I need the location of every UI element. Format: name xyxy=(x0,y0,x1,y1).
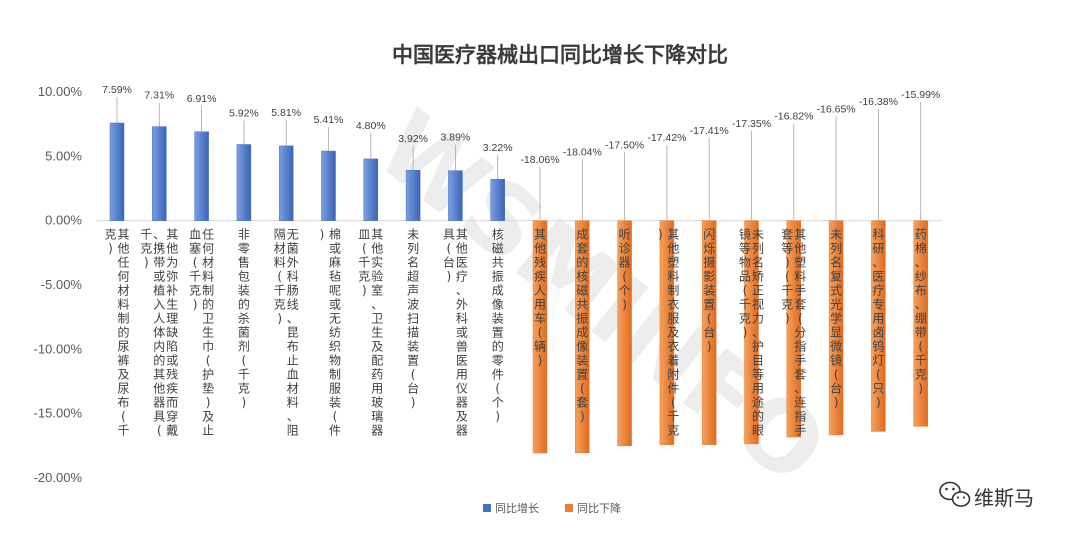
wechat-watermark: 维斯马 xyxy=(939,481,1034,510)
data-label: 3.89% xyxy=(441,132,471,144)
category-label: 其他医疗、外科或兽医用仪器及器具(台) xyxy=(443,228,468,438)
data-label: -17.42% xyxy=(647,132,686,144)
watermark-text: 维斯马 xyxy=(974,486,1034,510)
y-tick-label: -15.00% xyxy=(34,406,83,421)
category-label: 未列名复式光学显微镜(台) xyxy=(830,228,842,410)
legend: 同比增长 同比下降 xyxy=(483,501,621,515)
svg-text:未列名矫正视力、护目等用途的眼镜等物品(千克): 未列名矫正视力、护目等用途的眼镜等物品(千克) xyxy=(739,227,764,438)
category-label: 其他实验室、卫生及配药用玻璃器皿(千克) xyxy=(358,228,383,438)
svg-text:药棉、纱布、绷带(千克): 药棉、纱布、绷带(千克) xyxy=(915,228,927,396)
data-label: -16.38% xyxy=(859,96,898,108)
bar-increase-9 xyxy=(490,178,505,221)
bar-increase-1 xyxy=(152,126,167,221)
category-label: 未列名矫正视力、护目等用途的眼镜等物品(千克) xyxy=(739,227,764,438)
bar-increase-8 xyxy=(448,170,463,221)
category-label: 其他为弥补生理缺陷或残疾而穿戴、携带或植入人体内的其他器具(千克) xyxy=(140,228,178,438)
svg-text:无菌外科肠线、昆布止血材料、阻隔材料(千克): 无菌外科肠线、昆布止血材料、阻隔材料(千克) xyxy=(274,228,299,438)
svg-text:其他塑料制衣服及衣着附件(千克): 其他塑料制衣服及衣着附件(千克) xyxy=(658,228,679,438)
category-label: 核磁共振成像装置的零件(个) xyxy=(492,228,504,424)
category-label: 闪烁摄影装置(台) xyxy=(703,228,715,354)
bar-increase-5 xyxy=(321,150,336,221)
bar-increase-2 xyxy=(194,131,209,221)
category-label: 其他塑料手套(分指手套、连指手套等) (千克) xyxy=(781,228,806,438)
svg-text:未列名超声波扫描装置(台): 未列名超声波扫描装置(台) xyxy=(407,228,419,410)
svg-text:核磁共振成像装置的零件(个): 核磁共振成像装置的零件(个) xyxy=(492,228,504,424)
svg-text:听诊器(个): 听诊器(个) xyxy=(619,228,631,312)
category-label: 未列名超声波扫描装置(台) xyxy=(407,228,419,410)
chart-title: 中国医疗器械出口同比增长下降对比 xyxy=(392,43,728,67)
data-label: 5.92% xyxy=(229,107,259,119)
category-label: 其他任何材料制的尿裤及尿布(千克) xyxy=(104,228,129,438)
bar-increase-4 xyxy=(278,145,294,221)
category-label: 成套的核磁共振成像装置(套) xyxy=(576,228,588,424)
y-tick-label: -5.00% xyxy=(41,277,83,292)
category-labels: 其他任何材料制的尿裤及尿布(千克) 其他为弥补生理缺陷或残疾而穿戴、携带或植入人体… xyxy=(104,227,926,438)
bars xyxy=(109,122,928,454)
y-tick-label: 5.00% xyxy=(45,148,82,163)
data-label: 4.80% xyxy=(356,120,386,132)
y-tick-label: 0.00% xyxy=(45,213,82,228)
svg-text:科研、医疗专用卤钨灯(只): 科研、医疗专用卤钨灯(只) xyxy=(872,228,884,410)
data-label: 3.22% xyxy=(483,142,513,154)
svg-text:其他为弥补生理缺陷或残疾而穿戴、携带或植入人体内的其他器具(: 其他为弥补生理缺陷或残疾而穿戴、携带或植入人体内的其他器具(千克) xyxy=(140,228,178,438)
svg-text:闪烁摄影装置(台): 闪烁摄影装置(台) xyxy=(703,228,715,354)
category-label: 科研、医疗专用卤钨灯(只) xyxy=(872,228,884,410)
data-label: -17.35% xyxy=(732,118,771,130)
data-label: 7.31% xyxy=(144,90,174,102)
data-label: -17.41% xyxy=(690,125,729,137)
legend-swatch xyxy=(483,504,491,512)
category-label: 非零售包装的杀菌剂(千克) xyxy=(238,228,250,410)
svg-text:任何材料制的卫生巾(护垫)及止血塞(千克): 任何材料制的卫生巾(护垫)及止血塞(千克) xyxy=(189,228,214,438)
y-tick-label: 10.00% xyxy=(38,84,83,99)
svg-text:成套的核磁共振成像装置(套): 成套的核磁共振成像装置(套) xyxy=(576,228,588,424)
wechat-icon xyxy=(939,481,971,507)
svg-text:其他医疗、外科或兽医用仪器及器具(台): 其他医疗、外科或兽医用仪器及器具(台) xyxy=(443,228,468,438)
svg-text:非零售包装的杀菌剂(千克): 非零售包装的杀菌剂(千克) xyxy=(238,228,250,410)
bar-increase-3 xyxy=(236,144,252,221)
legend-label: 同比下降 xyxy=(577,501,621,515)
category-label: 听诊器(个) xyxy=(619,228,631,312)
svg-text:棉或麻毡呢或无纺织物制服装(件): 棉或麻毡呢或无纺织物制服装(件) xyxy=(320,228,341,438)
data-label: 6.91% xyxy=(187,93,217,105)
svg-text:其他残疾人用车(辆): 其他残疾人用车(辆) xyxy=(534,228,546,368)
data-label: -18.06% xyxy=(520,154,559,166)
svg-text:其他塑料手套(分指手套、连指手套等)(千克): 其他塑料手套(分指手套、连指手套等) (千克) xyxy=(781,228,806,438)
data-label: 3.92% xyxy=(398,133,428,145)
category-label: 药棉、纱布、绷带(千克) xyxy=(915,228,927,396)
data-labels: 7.59% 7.31% 6.91% 5.92% 5.81% 5.41% 4.80% 3.92%… xyxy=(102,84,940,221)
svg-text:未列名复式光学显微镜(台): 未列名复式光学显微镜(台) xyxy=(830,228,842,410)
data-label: 5.81% xyxy=(271,107,301,119)
bar-increase-6 xyxy=(363,158,379,221)
y-tick-label: -10.00% xyxy=(34,341,83,356)
data-label: -18.04% xyxy=(563,147,602,159)
category-label: 其他残疾人用车(辆) xyxy=(534,228,546,368)
svg-text:其他实验室、卫生及配药用玻璃器皿(千克): 其他实验室、卫生及配药用玻璃器皿(千克) xyxy=(358,228,383,438)
legend-label: 同比增长 xyxy=(495,501,539,515)
data-label: -17.50% xyxy=(605,139,644,151)
category-label: 任何材料制的卫生巾(护垫)及止血塞(千克) xyxy=(189,228,214,438)
category-label: 无菌外科肠线、昆布止血材料、阻隔材料(千克) xyxy=(274,228,299,438)
bar-increase-7 xyxy=(405,169,421,221)
y-tick-label: -20.00% xyxy=(34,470,83,485)
data-label: -16.82% xyxy=(774,111,813,123)
data-label: -16.65% xyxy=(817,103,856,115)
data-label: -15.99% xyxy=(901,89,940,101)
legend-swatch xyxy=(565,504,573,512)
category-label: 其他塑料制衣服及衣着附件(千克) xyxy=(658,228,679,438)
svg-text:其他任何材料制的尿裤及尿布(千克): 其他任何材料制的尿裤及尿布(千克) xyxy=(104,228,129,438)
bar-increase-0 xyxy=(109,122,125,221)
data-label: 5.41% xyxy=(314,114,344,126)
data-label: 7.59% xyxy=(102,84,132,96)
category-label: 棉或麻毡呢或无纺织物制服装(件) xyxy=(320,228,341,438)
